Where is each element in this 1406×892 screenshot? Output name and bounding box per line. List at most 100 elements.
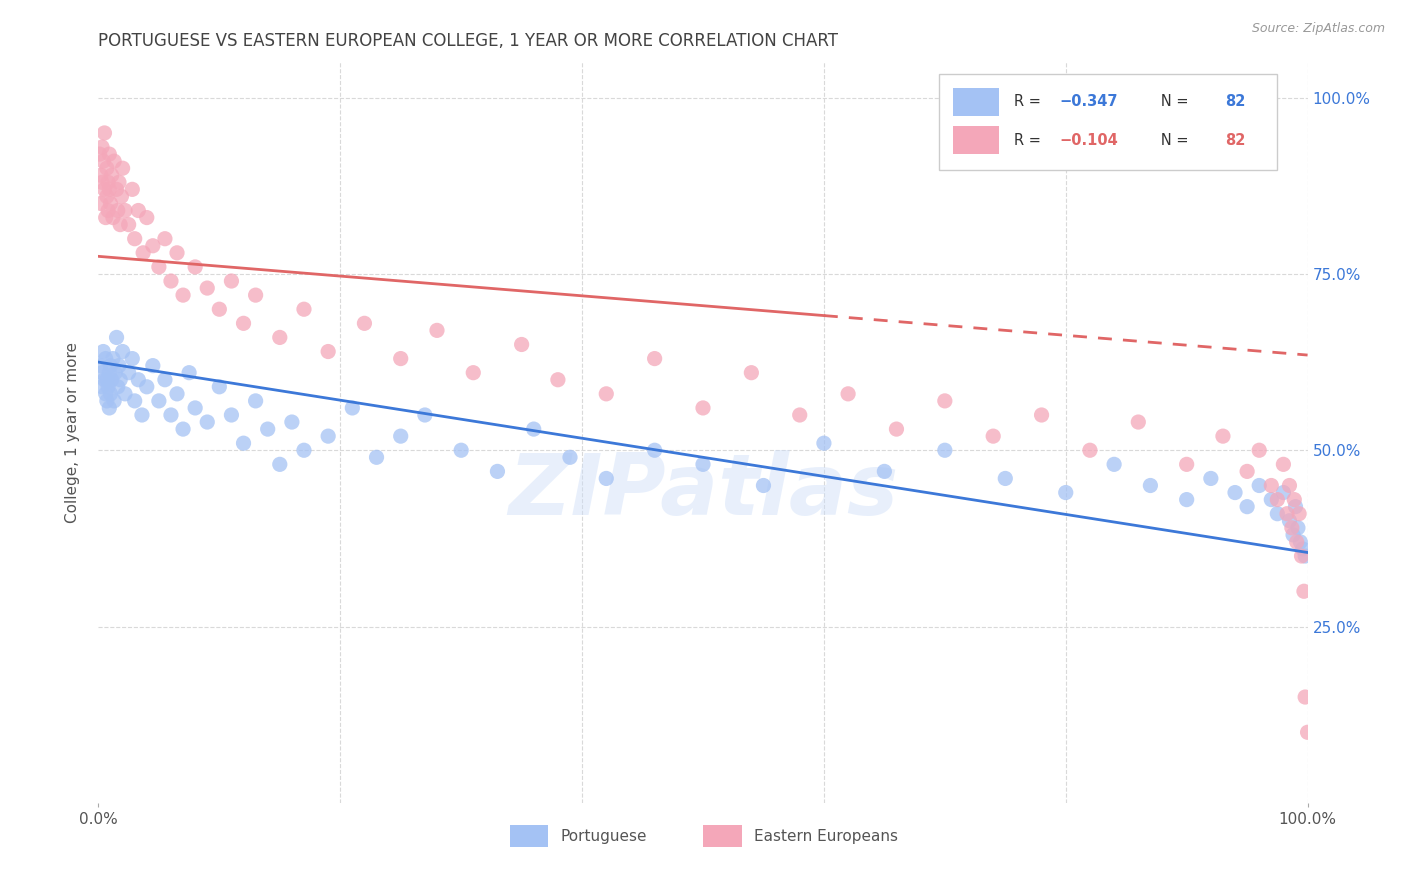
Point	[510, 337, 533, 351]
Point	[153, 232, 176, 246]
Point	[90, 168, 112, 182]
Point	[166, 245, 188, 260]
Text: 82: 82	[1226, 95, 1246, 109]
Bar	[509, 825, 548, 847]
Point	[245, 393, 267, 408]
Point	[1260, 478, 1282, 492]
Point	[172, 422, 194, 436]
Point	[118, 366, 141, 380]
Point	[142, 239, 165, 253]
Point	[1249, 443, 1271, 458]
Point	[994, 471, 1017, 485]
Point	[153, 373, 176, 387]
Point	[486, 464, 509, 478]
Point	[789, 408, 811, 422]
Point	[256, 422, 278, 436]
Point	[148, 393, 170, 408]
Point	[1139, 478, 1161, 492]
Point	[135, 380, 157, 394]
Point	[121, 182, 143, 196]
Text: Source: ZipAtlas.com: Source: ZipAtlas.com	[1251, 22, 1385, 36]
Point	[1267, 492, 1289, 507]
Point	[752, 478, 775, 492]
Point	[595, 471, 617, 485]
Point	[96, 161, 118, 176]
Point	[98, 147, 121, 161]
Point	[1278, 514, 1301, 528]
Point	[873, 464, 896, 478]
Point	[1128, 415, 1150, 429]
Point	[97, 380, 120, 394]
Point	[98, 401, 121, 415]
Point	[111, 161, 134, 176]
Point	[100, 359, 122, 373]
Point	[1272, 485, 1295, 500]
Point	[100, 387, 122, 401]
Point	[644, 351, 666, 366]
Point	[1288, 507, 1310, 521]
Point	[101, 351, 124, 366]
Point	[245, 288, 267, 302]
Point	[93, 126, 115, 140]
Point	[426, 323, 449, 337]
Point	[105, 330, 128, 344]
Point	[108, 175, 131, 189]
Point	[1286, 521, 1309, 535]
Point	[1236, 500, 1258, 514]
Point	[114, 203, 136, 218]
Point	[1284, 492, 1306, 507]
Point	[1289, 535, 1312, 549]
Point	[90, 359, 112, 373]
Point	[100, 168, 122, 182]
Point	[389, 429, 412, 443]
Point	[184, 260, 207, 274]
Point	[389, 351, 412, 366]
Text: N =: N =	[1147, 133, 1192, 148]
Point	[124, 232, 146, 246]
Point	[1278, 478, 1301, 492]
Bar	[953, 126, 1000, 154]
Text: Portuguese: Portuguese	[561, 829, 647, 844]
Point	[107, 203, 129, 218]
Point	[269, 458, 291, 472]
Point	[124, 393, 146, 408]
Point	[1031, 408, 1053, 422]
Point	[98, 182, 121, 196]
Point	[172, 288, 194, 302]
Point	[94, 211, 117, 225]
Point	[1296, 725, 1319, 739]
Point	[547, 373, 569, 387]
Point	[108, 359, 131, 373]
Point	[934, 443, 956, 458]
Point	[96, 373, 118, 387]
Point	[463, 366, 485, 380]
Point	[127, 203, 149, 218]
Point	[121, 351, 143, 366]
Point	[91, 175, 114, 189]
Point	[523, 422, 546, 436]
Point	[342, 401, 364, 415]
Point	[142, 359, 165, 373]
Point	[93, 373, 115, 387]
Point	[127, 373, 149, 387]
Point	[1282, 528, 1305, 542]
Point	[108, 218, 131, 232]
Point	[1260, 492, 1282, 507]
Point	[184, 401, 207, 415]
Point	[934, 393, 956, 408]
Point	[107, 380, 129, 394]
Point	[316, 344, 339, 359]
Point	[221, 274, 243, 288]
Point	[90, 196, 112, 211]
Point	[89, 147, 111, 161]
Point	[94, 351, 117, 366]
Point	[91, 380, 114, 394]
Point	[118, 218, 141, 232]
Point	[1294, 690, 1316, 704]
Point	[91, 140, 114, 154]
Point	[837, 387, 859, 401]
Point	[108, 373, 131, 387]
Text: ZIPatlas: ZIPatlas	[508, 450, 898, 533]
Point	[208, 302, 231, 317]
Point	[195, 281, 218, 295]
